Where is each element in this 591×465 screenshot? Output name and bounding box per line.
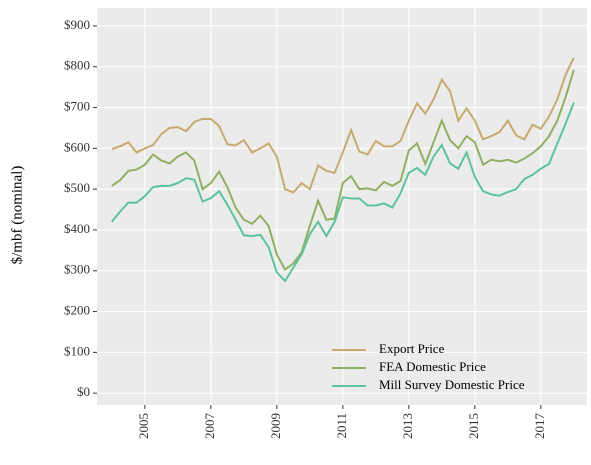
y-axis-label: $/mbf (nominal)	[9, 166, 25, 265]
y-tick-label: $600	[64, 139, 90, 154]
legend-label: Mill Survey Domestic Price	[379, 377, 525, 392]
y-tick-label: $700	[64, 99, 90, 114]
series-line	[111, 57, 575, 194]
legend-label: FEA Domestic Price	[379, 359, 486, 374]
y-tick-label: $900	[64, 17, 90, 32]
x-tick-label: 2007	[202, 413, 217, 440]
series-line	[111, 102, 575, 283]
legend-label: Export Price	[379, 341, 445, 356]
y-tick-label: $100	[64, 343, 90, 358]
x-tick-label: 2005	[136, 413, 151, 439]
y-tick-label: $400	[64, 221, 90, 236]
y-tick-label: $800	[64, 58, 90, 73]
y-tick-label: $500	[64, 180, 90, 195]
x-tick-label: 2011	[334, 413, 349, 439]
series-line	[111, 69, 575, 272]
x-tick-label: 2017	[532, 413, 547, 440]
x-tick-label: 2009	[268, 413, 283, 439]
x-tick-label: 2013	[400, 413, 415, 439]
x-tick-label: 2015	[466, 413, 481, 439]
plot-panel	[97, 8, 587, 405]
y-tick-label: $200	[64, 303, 90, 318]
y-tick-label: $0	[77, 384, 90, 399]
y-tick-label: $300	[64, 262, 90, 277]
